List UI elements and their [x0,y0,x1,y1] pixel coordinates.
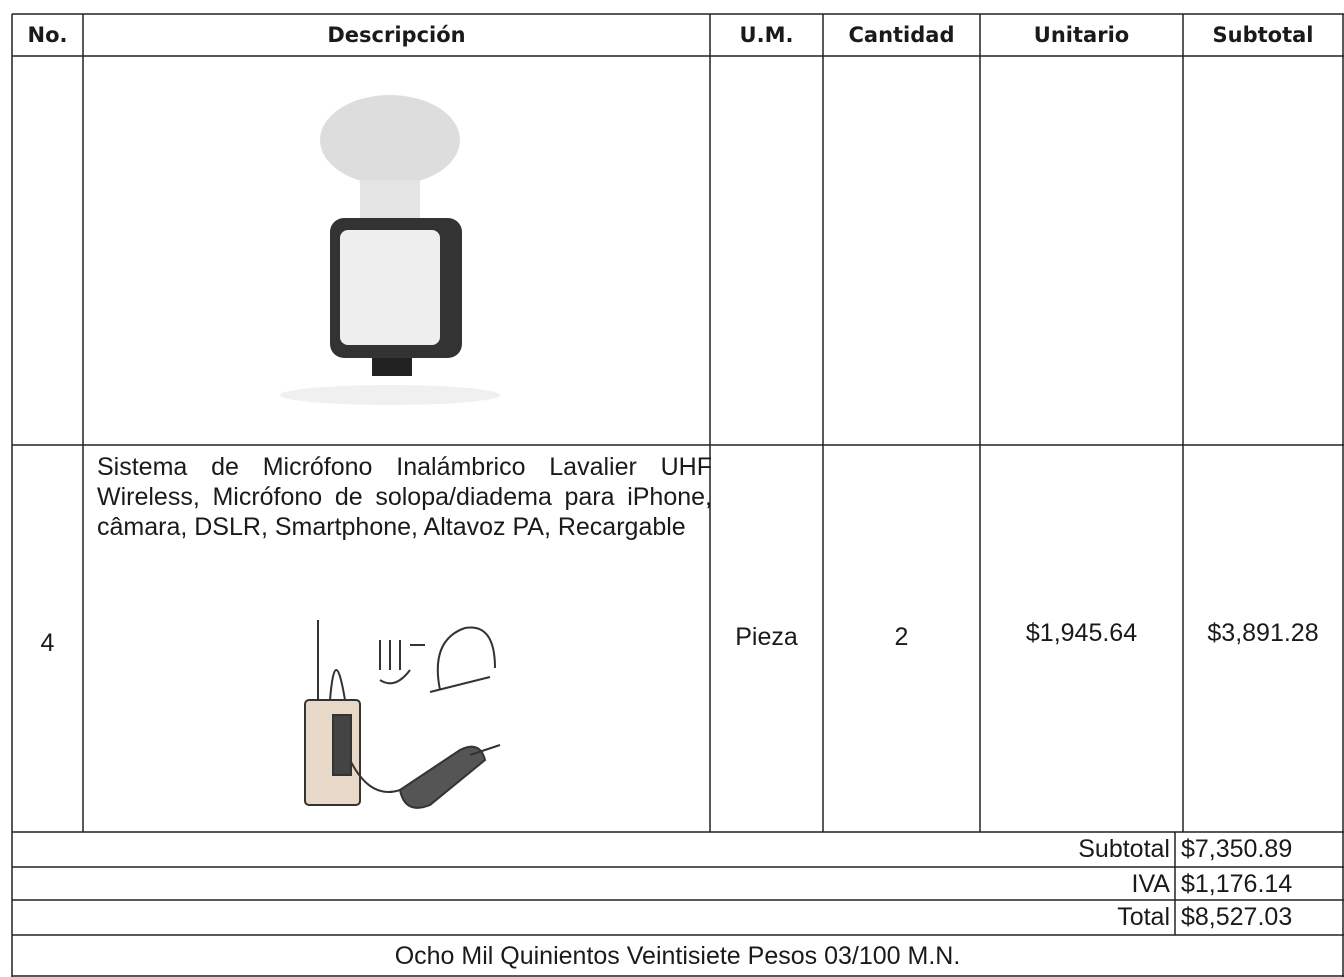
item-quantity: 2 [894,623,909,651]
header-cell: U.M. [739,23,794,47]
total-label: Total [1117,903,1170,931]
header-cell: Descripción [327,23,466,47]
total-value: $7,350.89 [1181,835,1293,863]
item-no: 4 [40,629,55,657]
item-description: Sistema de Micrófono Inalámbrico Lavalie… [97,453,712,541]
product-image-mic [304,620,501,809]
header-cell: Cantidad [848,23,955,47]
total-label: IVA [1131,870,1170,898]
total-value: $1,176.14 [1181,870,1293,898]
amount-in-words: Ocho Mil Quinientos Veintisiete Pesos 03… [394,942,961,970]
total-label: Subtotal [1078,835,1170,863]
product-image-light [280,95,500,405]
item-unit-price: $1,945.64 [1025,619,1138,647]
header-cell: Subtotal [1212,23,1314,47]
header-cell: Unitario [1033,23,1130,47]
item-unit: Pieza [735,623,798,651]
item-subtotal: $3,891.28 [1207,619,1319,647]
header-cell: No. [27,23,68,47]
total-value: $8,527.03 [1181,903,1293,931]
